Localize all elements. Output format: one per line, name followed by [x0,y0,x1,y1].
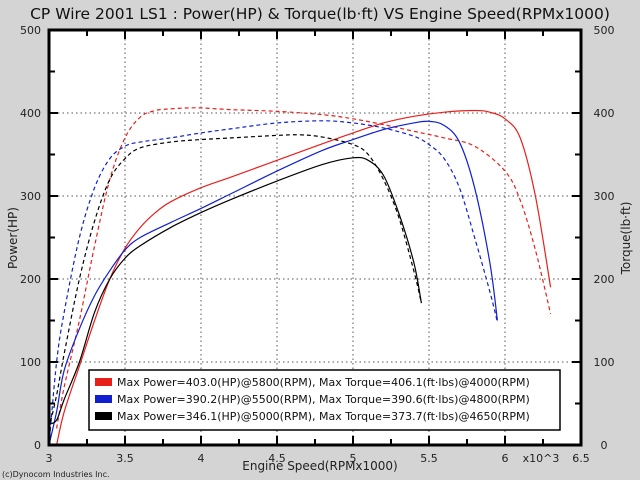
x-axis-title: Engine Speed(RPMx1000) [242,459,398,473]
y-tick-label-left: 300 [20,190,41,203]
y-tick-label-left: 200 [20,273,41,286]
copyright-footer: (c)Dynocom Industries Inc. [2,470,110,479]
legend-swatch [95,412,112,420]
y-tick-label-left: 0 [34,439,41,452]
y-tick-label-right: 0 [601,439,608,452]
x-tick-label: 3.5 [116,452,134,465]
torque-curve [48,120,498,446]
x-tick-label: 6.5 [572,452,590,465]
x-axis-labels: 3 3.5 4 4.5 5 5.5 6 6.5 [46,452,590,465]
grid-lines [49,30,581,445]
y-tick-label-right: 100 [594,356,615,369]
torque-curve [48,134,422,429]
legend-swatch [95,378,112,386]
legend-entry: Max Power=346.1(HP)@5000(RPM), Max Torqu… [117,410,530,423]
x-multiplier-label: x10^3 [523,452,560,465]
power-curve [48,156,422,425]
y-axis-left-title: Power(HP) [6,207,20,269]
legend-entry: Max Power=390.2(HP)@5500(RPM), Max Torqu… [117,393,530,406]
legend-box [88,369,561,431]
y-tick-label-left: 400 [20,107,41,120]
legend-swatch [95,395,112,403]
y-axis-left-labels: 0 100 200 300 400 500 [20,24,41,452]
y-tick-label-left: 100 [20,356,41,369]
plot-border [47,28,583,447]
legend: Max Power=403.0(HP)@5800(RPM), Max Torqu… [88,369,561,431]
x-tick-label: 6 [502,452,509,465]
x-tick-label: 3 [46,452,53,465]
x-tick-label: 4.5 [268,452,286,465]
y-tick-label-right: 200 [594,273,615,286]
y-tick-label-right: 300 [594,190,615,203]
x-tick-label: 5.5 [420,452,438,465]
chart-title: CP Wire 2001 LS1 : Power(HP) & Torque(lb… [30,5,610,23]
y-tick-label-right: 500 [594,24,615,37]
curves [48,107,552,446]
power-curve [56,109,552,446]
y-tick-label-right: 400 [594,107,615,120]
power-curve [48,120,498,446]
y-axis-right-labels: 0 100 200 300 400 500 [594,24,615,452]
y-axis-right-title: Torque(lb·ft) [619,202,633,276]
legend-entry: Max Power=403.0(HP)@5800(RPM), Max Torqu… [117,376,530,389]
x-tick-label: 4 [198,452,205,465]
y-tick-label-left: 500 [20,24,41,37]
x-tick-label: 5 [350,452,357,465]
